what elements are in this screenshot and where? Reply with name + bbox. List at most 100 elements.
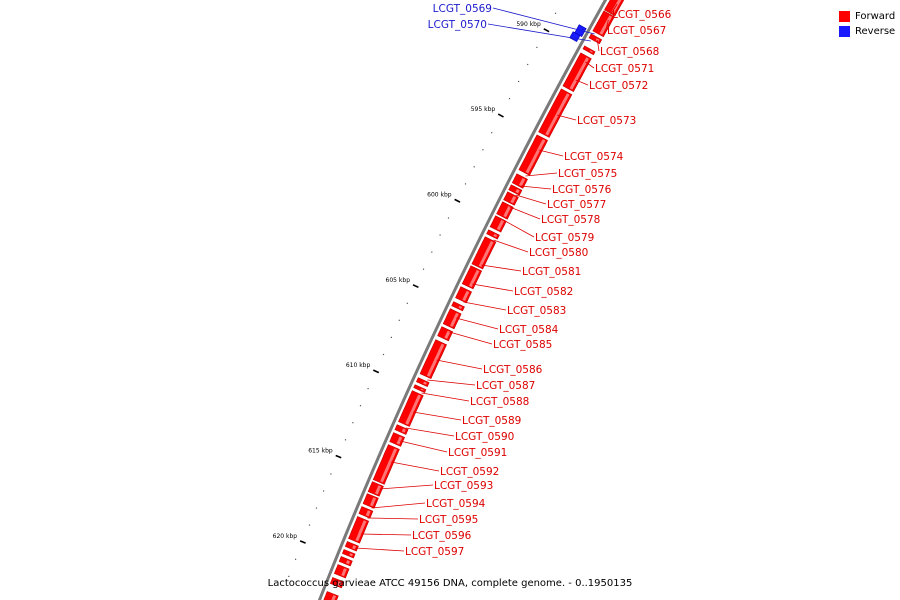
gene-label[interactable]: LCGT_0570: [428, 19, 487, 31]
legend-reverse-label: Reverse: [855, 26, 896, 37]
major-tick: [497, 113, 504, 118]
gene-label[interactable]: LCGT_0567: [607, 25, 666, 37]
minor-tick: [367, 388, 369, 390]
tick-label: 595 kbp: [471, 106, 496, 113]
gene-label[interactable]: LCGT_0574: [564, 151, 624, 163]
gene-block-highlight: [469, 269, 480, 288]
gene-label[interactable]: LCGT_0587: [476, 380, 535, 392]
reverse-swatch: [839, 26, 850, 37]
gene-block-highlight: [611, 0, 622, 14]
gene-label[interactable]: LCGT_0596: [412, 530, 472, 542]
gene-leader-line: [493, 239, 529, 253]
gene-label[interactable]: LCGT_0584: [499, 324, 559, 336]
gene-label[interactable]: LCGT_0577: [547, 199, 606, 211]
gene-block-highlight: [370, 497, 377, 507]
gene-leader-line: [472, 283, 514, 292]
minor-tick: [422, 268, 425, 270]
gene-label[interactable]: LCGT_0594: [426, 498, 486, 510]
major-tick: [543, 28, 550, 33]
gene-labels: LCGT_0566 LCGT_0567 LCGT_0568 LCGT_0569 LCGT…: [355, 3, 672, 558]
gene-label[interactable]: LCGT_0566: [612, 9, 672, 21]
gene-label[interactable]: LCGT_0581: [522, 266, 581, 278]
gene-label[interactable]: LCGT_0586: [483, 364, 543, 376]
minor-tick: [295, 558, 297, 560]
gene-leader-line: [427, 379, 476, 386]
gene-label[interactable]: LCGT_0589: [462, 415, 521, 427]
gene-label[interactable]: LCGT_0579: [535, 232, 594, 244]
minor-tick: [554, 12, 557, 14]
gene-label[interactable]: LCGT_0590: [455, 431, 514, 443]
gene-leader-line: [400, 440, 448, 453]
gene-block-highlight: [599, 15, 613, 35]
gene-block-forward: [588, 33, 603, 45]
gene-block-highlight: [515, 189, 520, 194]
gene-label[interactable]: LCGT_0578: [541, 214, 600, 226]
gene-block-highlight: [375, 485, 382, 495]
gene-label[interactable]: LCGT_0573: [577, 115, 636, 127]
gene-block-forward: [496, 201, 514, 220]
gene-leader-line: [355, 547, 405, 552]
gene-label[interactable]: LCGT_0582: [514, 286, 573, 298]
gene-label[interactable]: LCGT_0595: [419, 514, 478, 526]
gene-block-forward: [511, 173, 528, 189]
gene-block-highlight: [444, 330, 451, 339]
gene-block-forward: [358, 506, 374, 519]
minor-tick: [398, 319, 400, 321]
gene-block-highlight: [396, 436, 403, 445]
minor-tick: [536, 46, 538, 48]
gene-block-forward: [344, 541, 359, 552]
gene-block-forward: [455, 286, 472, 304]
minor-tick: [288, 575, 290, 577]
gene-label[interactable]: LCGT_0575: [558, 168, 617, 180]
gene-block-forward: [489, 215, 507, 233]
gene-leader-line: [379, 484, 434, 490]
gene-block-highlight: [401, 428, 406, 433]
gene-block-highlight: [365, 510, 371, 517]
major-tick: [299, 540, 306, 544]
gene-block-highlight: [569, 57, 589, 90]
minor-tick: [439, 234, 441, 236]
gene-label[interactable]: LCGT_0585: [493, 339, 552, 351]
minor-tick: [518, 80, 520, 83]
tick-label: 605 kbp: [386, 277, 411, 284]
gene-leader-line: [421, 392, 470, 402]
gene-label[interactable]: LCGT_0576: [552, 184, 612, 196]
genome-caption: Lactococcus garvieae ATCC 49156 DNA, com…: [267, 578, 633, 589]
tick-label: 620 kbp: [273, 533, 298, 540]
minor-tick: [382, 353, 385, 356]
gene-block-highlight: [493, 233, 498, 238]
gene-leader-line: [585, 61, 595, 69]
gene-label[interactable]: LCGT_0583: [507, 305, 566, 317]
gene-block-forward: [333, 564, 350, 579]
gene-leader-line: [405, 427, 455, 437]
gene-label[interactable]: LCGT_0572: [589, 80, 648, 92]
gene-label[interactable]: LCGT_0593: [434, 480, 493, 492]
gene-label[interactable]: LCGT_0597: [405, 546, 464, 558]
gene-leader-line: [610, 3, 618, 15]
gene-label[interactable]: LCGT_0591: [448, 447, 507, 459]
gene-label[interactable]: LCGT_0571: [595, 63, 654, 75]
minor-tick: [323, 490, 325, 492]
major-tick: [454, 198, 461, 203]
gene-label[interactable]: LCGT_0592: [440, 466, 499, 478]
gene-block-forward: [486, 229, 500, 240]
gene-block-highlight: [341, 568, 347, 577]
gene-block-highlight: [545, 93, 570, 136]
genome-backbone: [317, 0, 608, 600]
tick-label: 610 kbp: [346, 362, 371, 369]
gene-label[interactable]: LCGT_0588: [470, 396, 529, 408]
gene-leader-line: [371, 502, 426, 509]
major-tick: [335, 454, 342, 459]
minor-tick: [308, 524, 311, 526]
gene-block-forward: [329, 577, 345, 589]
gene-label[interactable]: LCGT_0568: [600, 46, 659, 58]
gene-label[interactable]: LCGT_0580: [529, 247, 588, 259]
major-tick: [412, 284, 419, 289]
gene-leader-line: [367, 517, 419, 520]
gene-block-highlight: [458, 305, 463, 309]
gene-leader-line: [515, 194, 547, 205]
gene-label[interactable]: LCGT_0569: [433, 3, 492, 15]
gene-leader-line: [481, 264, 522, 272]
gene-leader-line: [487, 23, 591, 42]
